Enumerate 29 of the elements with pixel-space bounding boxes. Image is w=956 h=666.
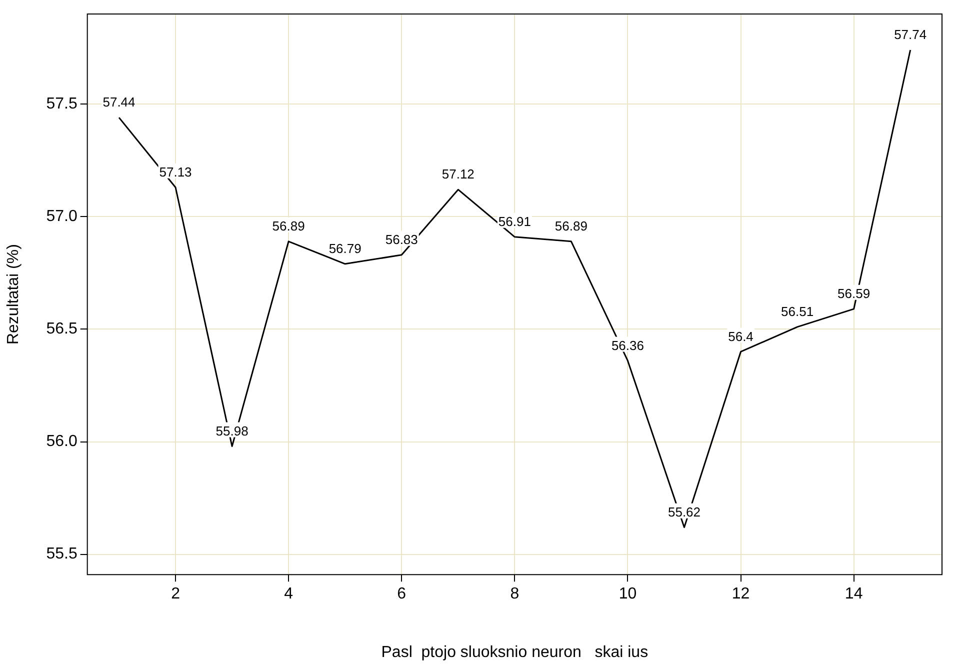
- y-tick-label: 57.5: [46, 95, 78, 112]
- data-label: 57.74: [894, 27, 927, 42]
- data-label: 55.62: [668, 504, 701, 520]
- x-tick-label: 6: [397, 586, 406, 603]
- x-axis-title: Pasl ptojo sluoksnio neuron skai ius: [381, 644, 648, 661]
- data-label: 56.51: [781, 304, 814, 320]
- data-label: 56.89: [554, 218, 588, 234]
- y-tick-label: 57.0: [46, 208, 78, 226]
- data-label: 57.44: [102, 94, 136, 110]
- data-label: 56.59: [838, 286, 870, 302]
- data-label: 56.91: [498, 214, 531, 229]
- data-label: 56.83: [385, 232, 418, 247]
- x-tick-label: 2: [171, 586, 180, 603]
- x-tick-label: 14: [844, 586, 863, 603]
- x-tick-label: 4: [284, 586, 294, 603]
- x-tick-label: 10: [618, 586, 637, 603]
- x-tick-label: 8: [510, 586, 520, 603]
- y-tick-label: 56.0: [46, 433, 78, 450]
- data-label: 56.4: [728, 328, 754, 344]
- x-tick-label: 12: [732, 586, 750, 603]
- data-label: 57.13: [159, 164, 192, 180]
- y-axis-title: Rezultatai (%): [5, 244, 22, 345]
- data-label: 56.36: [611, 338, 644, 353]
- data-label: 56.89: [272, 218, 305, 234]
- y-tick-label: 55.5: [46, 546, 78, 563]
- data-label: 57.12: [442, 166, 474, 182]
- y-tick-label: 56.5: [46, 320, 78, 338]
- data-label: 55.98: [216, 423, 248, 438]
- data-label: 56.79: [328, 240, 362, 256]
